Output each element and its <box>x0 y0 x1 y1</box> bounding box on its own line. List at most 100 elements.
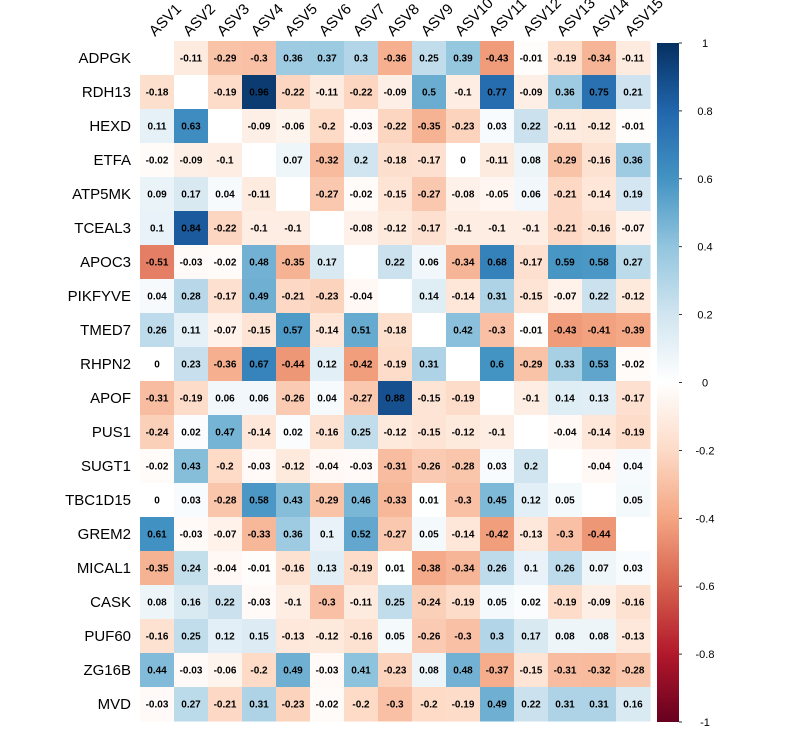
heatmap-cell <box>514 687 549 722</box>
cell-value-label: 0.48 <box>453 666 473 677</box>
heatmap-cell <box>140 517 175 552</box>
cell-value-label: -0.05 <box>486 190 509 201</box>
cell-value-label: -0.38 <box>418 564 441 575</box>
heatmap-cell <box>548 517 583 552</box>
cell-value-label: 0.17 <box>181 190 201 201</box>
cell-value-label: 0.22 <box>589 292 609 303</box>
heatmap-cell <box>174 687 209 722</box>
cell-value-label: -0.35 <box>146 564 169 575</box>
heatmap-cell <box>276 415 311 450</box>
cell-value-label: -0.12 <box>316 632 339 643</box>
heatmap-cell <box>378 177 413 212</box>
cell-value-label: -0.18 <box>384 156 407 167</box>
heatmap-cell <box>344 619 379 654</box>
heatmap-cell <box>548 381 583 416</box>
heatmap-cell <box>208 415 243 450</box>
heatmap-cell <box>140 415 175 450</box>
heatmap-cell <box>514 109 549 144</box>
heatmap-cell <box>616 75 651 110</box>
cell-value-label: -0.12 <box>452 428 475 439</box>
cell-value-label: 0.08 <box>147 598 167 609</box>
cell-value-label: 0 <box>154 360 160 371</box>
cell-value-label: -0.31 <box>146 394 169 405</box>
cell-value-label: -0.02 <box>350 190 373 201</box>
heatmap-cell <box>446 449 481 484</box>
heatmap-cell <box>616 687 651 722</box>
heatmap-cell <box>276 177 311 212</box>
heatmap-cell <box>208 143 243 178</box>
heatmap-cell <box>310 211 345 246</box>
heatmap-cell <box>310 245 345 280</box>
column-label: ASV3 <box>214 1 253 40</box>
row-label: ADPGK <box>78 50 131 67</box>
cell-value-label: 0.36 <box>283 54 303 65</box>
heatmap-cell <box>582 143 617 178</box>
heatmap-cell <box>582 109 617 144</box>
cell-value-label: 0.09 <box>147 190 167 201</box>
cell-value-label: 0.14 <box>419 292 439 303</box>
cell-value-label: -0.3 <box>556 530 574 541</box>
heatmap-cell <box>412 347 447 382</box>
cell-value-label: 0.11 <box>182 326 201 337</box>
heatmap-cell <box>344 449 379 484</box>
heatmap-cell <box>616 313 651 348</box>
heatmap-cell <box>378 381 413 416</box>
cell-value-label: 0.22 <box>385 258 405 269</box>
heatmap-cell <box>446 687 481 722</box>
heatmap-cell <box>276 313 311 348</box>
cell-value-label: -0.03 <box>316 666 339 677</box>
cell-value-label: -0.07 <box>214 530 237 541</box>
heatmap-cell <box>548 41 583 76</box>
heatmap-cell <box>412 653 447 688</box>
row-label: PUF60 <box>84 628 131 645</box>
cell-value-label: 0.01 <box>385 564 405 575</box>
heatmap-cell <box>548 585 583 620</box>
cell-value-label: -0.1 <box>522 394 540 405</box>
heatmap-cell <box>412 143 447 178</box>
heatmap-cell <box>446 381 481 416</box>
cell-value-label: -0.19 <box>384 360 407 371</box>
heatmap-cell <box>310 41 345 76</box>
cell-value-label: -0.24 <box>146 428 169 439</box>
cell-value-label: 0.27 <box>623 258 643 269</box>
heatmap-cell <box>514 41 549 76</box>
cell-value-label: 0.43 <box>283 496 303 507</box>
heatmap-cell <box>208 687 243 722</box>
heatmap-cell <box>480 449 515 484</box>
cell-value-label: -0.09 <box>588 598 611 609</box>
cell-value-label: -0.09 <box>248 122 271 133</box>
colorbar-tick-label: 0.2 <box>697 310 712 322</box>
cell-value-label: -0.23 <box>452 122 475 133</box>
cell-value-label: -0.18 <box>146 88 169 99</box>
cell-value-label: -0.11 <box>350 598 373 609</box>
heatmap-cell <box>582 585 617 620</box>
heatmap-cell <box>582 415 617 450</box>
cell-value-label: 0.49 <box>249 292 269 303</box>
heatmap-cell <box>276 381 311 416</box>
cell-value-label: -0.29 <box>214 54 237 65</box>
heatmap-cell <box>616 449 651 484</box>
heatmap-cell <box>174 109 209 144</box>
cell-value-label: 0.1 <box>524 564 538 575</box>
cell-value-label: -0.27 <box>418 190 441 201</box>
cell-value-label: -0.14 <box>452 530 475 541</box>
heatmap-cell <box>480 347 515 382</box>
heatmap-cell <box>446 517 481 552</box>
heatmap-cell <box>242 313 277 348</box>
cell-value-label: -0.15 <box>248 326 271 337</box>
cell-value-label: -0.19 <box>214 88 237 99</box>
cell-value-label: -0.15 <box>520 666 543 677</box>
heatmap-cell <box>276 551 311 586</box>
cell-value-label: -0.16 <box>588 224 611 235</box>
heatmap-cell <box>616 109 651 144</box>
colorbar-tick-label: -0.8 <box>696 649 715 661</box>
row-label: MVD <box>98 696 132 713</box>
heatmap-cell <box>616 211 651 246</box>
heatmap-cell <box>412 585 447 620</box>
heatmap-cell <box>616 517 651 552</box>
heatmap-cell <box>140 483 175 518</box>
cell-value-label: -0.39 <box>622 326 645 337</box>
heatmap-cell <box>548 177 583 212</box>
heatmap-cell <box>480 415 515 450</box>
cell-value-label: 0.07 <box>283 156 303 167</box>
